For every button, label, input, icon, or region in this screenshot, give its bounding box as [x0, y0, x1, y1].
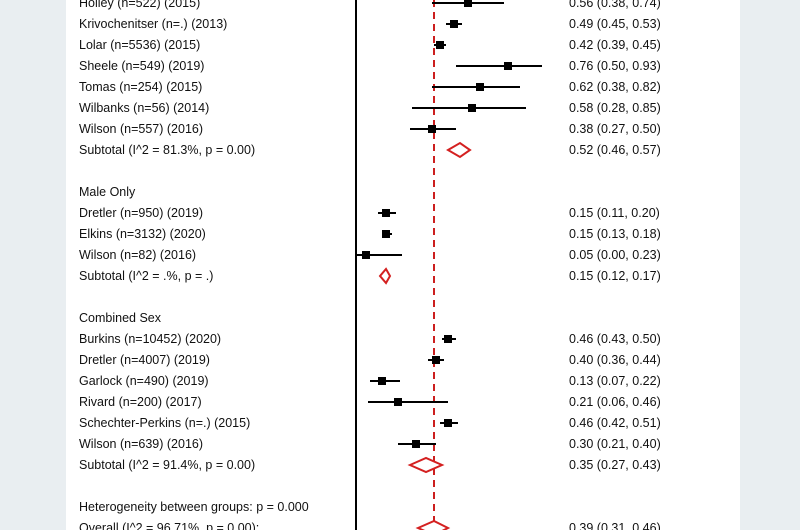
study-label: Garlock (n=490) (2019) [79, 374, 209, 388]
study-label: Schechter-Perkins (n=.) (2015) [79, 416, 250, 430]
subtotal-diamond [378, 267, 392, 285]
subtotal-label: Subtotal (I^2 = .%, p = .) [79, 269, 213, 283]
study-label: Dretler (n=4007) (2019) [79, 353, 210, 367]
study-label: Wilbanks (n=56) (2014) [79, 101, 209, 115]
subtotal-estimate-text: 0.52 (0.46, 0.57) [569, 143, 661, 157]
study-estimate-text: 0.40 (0.36, 0.44) [569, 353, 661, 367]
study-estimate-text: 0.30 (0.21, 0.40) [569, 437, 661, 451]
group-title: Male Only [79, 185, 136, 199]
point-estimate-marker [504, 62, 512, 70]
study-estimate-text: 0.46 (0.42, 0.51) [569, 416, 661, 430]
subtotal-label: Subtotal (I^2 = 91.4%, p = 0.00) [79, 458, 255, 472]
overall-estimate-text: 0.39 (0.31, 0.46) [569, 521, 661, 530]
point-estimate-marker [428, 125, 436, 133]
point-estimate-marker [432, 356, 440, 364]
point-estimate-marker [412, 440, 420, 448]
study-label: Rivard (n=200) (2017) [79, 395, 202, 409]
study-estimate-text: 0.21 (0.06, 0.46) [569, 395, 661, 409]
study-estimate-text: 0.05 (0.00, 0.23) [569, 248, 661, 262]
study-label: Tomas (n=254) (2015) [79, 80, 202, 94]
study-estimate-text: 0.13 (0.07, 0.22) [569, 374, 661, 388]
study-label: Wilson (n=82) (2016) [79, 248, 196, 262]
point-estimate-marker [468, 104, 476, 112]
study-label: Krivochenitser (n=.) (2013) [79, 17, 227, 31]
overall-label: Overall (I^2 = 96.71%, p = 0.00); [79, 521, 259, 530]
point-estimate-marker [378, 377, 386, 385]
study-estimate-text: 0.62 (0.38, 0.82) [569, 80, 661, 94]
point-estimate-marker [444, 419, 452, 427]
forest-plot-panel [66, 0, 740, 530]
point-estimate-marker [476, 83, 484, 91]
study-estimate-text: 0.15 (0.13, 0.18) [569, 227, 661, 241]
subtotal-label: Subtotal (I^2 = 81.3%, p = 0.00) [79, 143, 255, 157]
study-estimate-text: 0.49 (0.45, 0.53) [569, 17, 661, 31]
study-estimate-text: 0.15 (0.11, 0.20) [569, 206, 660, 220]
study-estimate-text: 0.46 (0.43, 0.50) [569, 332, 661, 346]
study-label: Holley (n=522) (2015) [79, 0, 200, 10]
study-estimate-text: 0.42 (0.39, 0.45) [569, 38, 661, 52]
study-label: Wilson (n=557) (2016) [79, 122, 203, 136]
subtotal-diamond [446, 141, 472, 159]
point-estimate-marker [464, 0, 472, 7]
study-label: Wilson (n=639) (2016) [79, 437, 203, 451]
study-label: Dretler (n=950) (2019) [79, 206, 203, 220]
study-estimate-text: 0.76 (0.50, 0.93) [569, 59, 661, 73]
point-estimate-marker [362, 251, 370, 259]
subtotal-diamond [407, 456, 445, 474]
point-estimate-marker [394, 398, 402, 406]
study-label: Elkins (n=3132) (2020) [79, 227, 206, 241]
subtotal-estimate-text: 0.15 (0.12, 0.17) [569, 269, 661, 283]
point-estimate-marker [436, 41, 444, 49]
subtotal-estimate-text: 0.35 (0.27, 0.43) [569, 458, 661, 472]
point-estimate-marker [450, 20, 458, 28]
point-estimate-marker [444, 335, 452, 343]
point-estimate-marker [382, 230, 390, 238]
study-estimate-text: 0.56 (0.38, 0.74) [569, 0, 661, 10]
group-title: Combined Sex [79, 311, 162, 325]
study-label: Lolar (n=5536) (2015) [79, 38, 200, 52]
point-estimate-marker [382, 209, 390, 217]
overall-diamond [415, 519, 451, 530]
heterogeneity-text: Heterogeneity between groups: p = 0.000 [79, 500, 309, 514]
study-estimate-text: 0.58 (0.28, 0.85) [569, 101, 661, 115]
study-label: Burkins (n=10452) (2020) [79, 332, 221, 346]
study-estimate-text: 0.38 (0.27, 0.50) [569, 122, 661, 136]
study-label: Sheele (n=549) (2019) [79, 59, 204, 73]
